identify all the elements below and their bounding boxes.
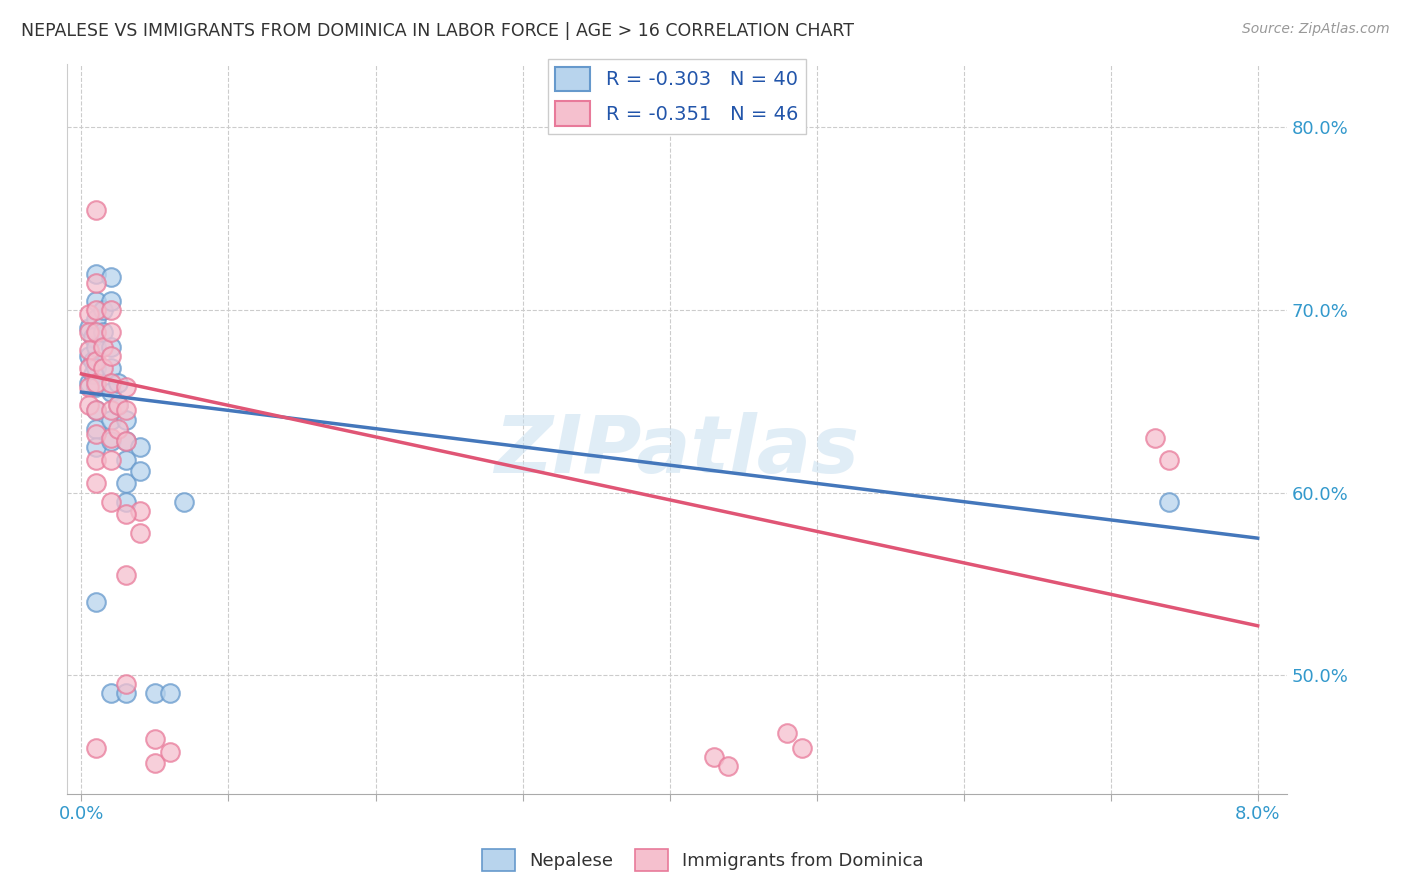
Point <box>84 303 107 318</box>
Point <box>114 508 136 522</box>
Point <box>84 276 107 290</box>
Point <box>84 312 107 326</box>
Point <box>84 595 107 609</box>
Point <box>84 403 107 417</box>
Point <box>77 376 100 390</box>
Point <box>100 349 122 363</box>
Point <box>84 452 107 467</box>
Point <box>93 339 115 353</box>
Point <box>173 494 195 508</box>
Point <box>776 726 799 740</box>
Point <box>84 376 107 390</box>
Point <box>114 379 136 393</box>
Point <box>100 403 122 417</box>
Point <box>100 385 122 400</box>
Point <box>1159 494 1181 508</box>
Point <box>84 325 107 339</box>
Point <box>84 379 107 393</box>
Legend: Nepalese, Immigrants from Dominica: Nepalese, Immigrants from Dominica <box>475 842 931 879</box>
Point <box>82 354 104 368</box>
Point <box>100 494 122 508</box>
Point <box>1159 452 1181 467</box>
Point <box>114 476 136 491</box>
Point <box>84 403 107 417</box>
Point <box>107 422 129 436</box>
Point <box>84 267 107 281</box>
Point <box>100 339 122 353</box>
Point <box>114 412 136 426</box>
Point <box>77 379 100 393</box>
Point <box>159 686 181 700</box>
Point <box>84 293 107 308</box>
Point <box>143 731 166 746</box>
Point <box>114 567 136 582</box>
Point <box>84 422 107 436</box>
Point <box>84 440 107 454</box>
Point <box>129 464 152 478</box>
Point <box>129 504 152 518</box>
Point <box>84 354 107 368</box>
Point <box>93 361 115 376</box>
Text: Source: ZipAtlas.com: Source: ZipAtlas.com <box>1241 22 1389 37</box>
Point <box>77 325 100 339</box>
Point <box>77 321 100 335</box>
Point <box>703 750 725 764</box>
Point <box>129 440 152 454</box>
Point <box>114 452 136 467</box>
Point <box>84 427 107 442</box>
Point <box>84 741 107 756</box>
Point <box>84 339 107 353</box>
Point <box>114 677 136 691</box>
Point <box>143 686 166 700</box>
Point <box>100 376 122 390</box>
Point <box>100 361 122 376</box>
Point <box>100 325 122 339</box>
Point <box>107 376 129 390</box>
Point <box>77 307 100 321</box>
Point <box>77 361 100 376</box>
Point <box>84 476 107 491</box>
Legend: R = -0.303   N = 40, R = -0.351   N = 46: R = -0.303 N = 40, R = -0.351 N = 46 <box>548 59 806 134</box>
Point <box>100 303 122 318</box>
Point <box>77 343 100 358</box>
Point <box>114 494 136 508</box>
Point <box>159 745 181 759</box>
Point <box>107 398 129 412</box>
Point <box>77 349 100 363</box>
Point <box>129 525 152 540</box>
Point <box>100 293 122 308</box>
Point <box>93 325 115 339</box>
Point <box>114 434 136 449</box>
Point <box>1143 431 1166 445</box>
Point <box>100 686 122 700</box>
Point <box>717 759 740 773</box>
Point <box>84 202 107 217</box>
Point <box>84 361 107 376</box>
Point <box>790 741 813 756</box>
Point <box>114 434 136 449</box>
Point <box>100 431 122 445</box>
Point <box>82 330 104 344</box>
Point <box>77 398 100 412</box>
Point <box>100 270 122 285</box>
Point <box>143 756 166 770</box>
Text: NEPALESE VS IMMIGRANTS FROM DOMINICA IN LABOR FORCE | AGE > 16 CORRELATION CHART: NEPALESE VS IMMIGRANTS FROM DOMINICA IN … <box>21 22 853 40</box>
Point <box>114 403 136 417</box>
Point <box>100 434 122 449</box>
Point <box>114 686 136 700</box>
Point <box>82 367 104 381</box>
Point <box>93 303 115 318</box>
Point <box>100 452 122 467</box>
Point <box>100 412 122 426</box>
Point <box>107 398 129 412</box>
Text: ZIPatlas: ZIPatlas <box>495 411 859 490</box>
